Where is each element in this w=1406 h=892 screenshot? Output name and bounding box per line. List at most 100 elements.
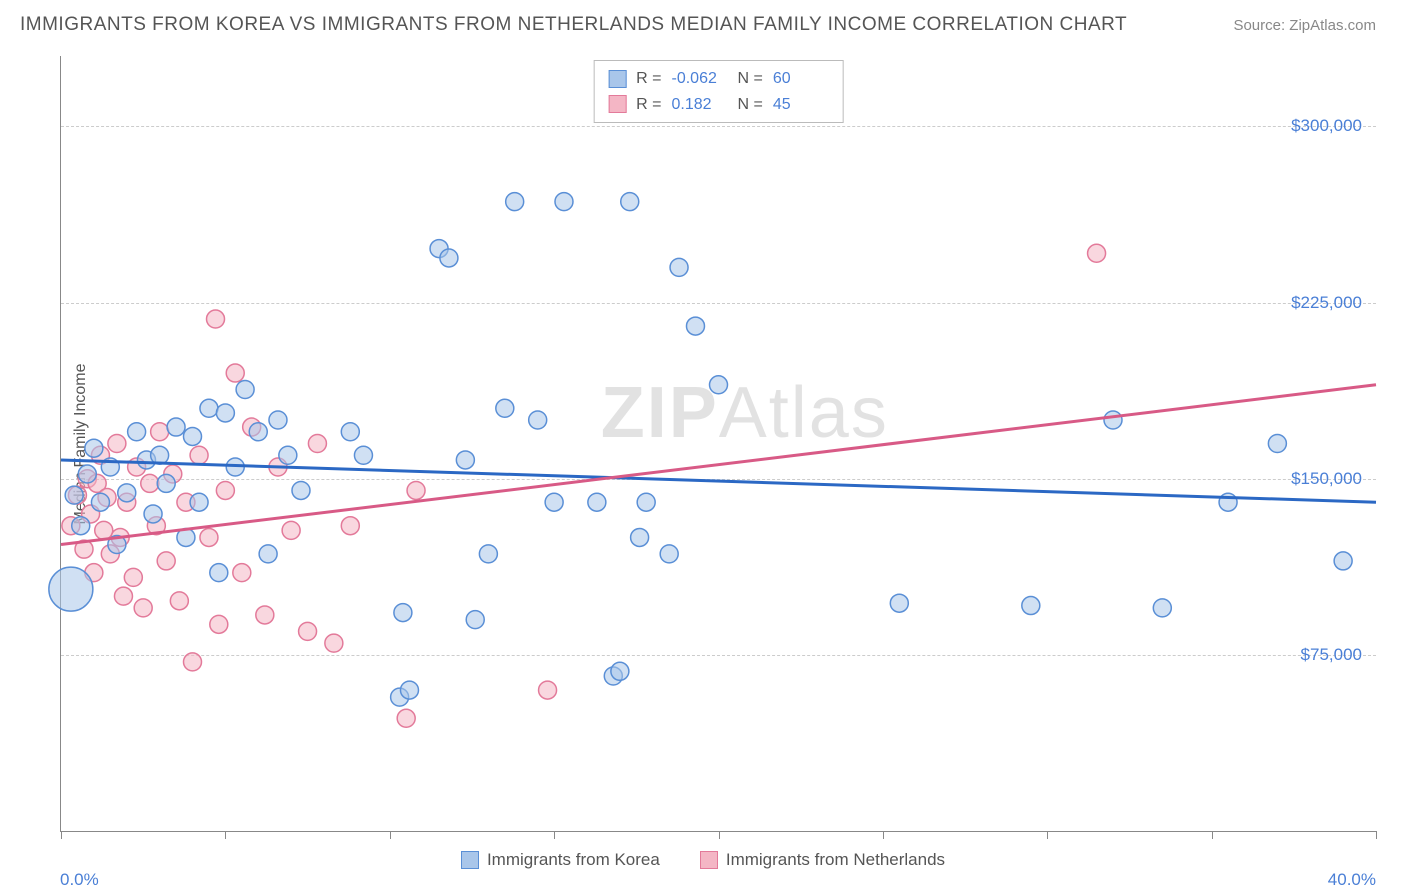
data-point [65, 486, 83, 504]
data-point [210, 564, 228, 582]
data-point [157, 474, 175, 492]
regression-line [61, 385, 1376, 545]
data-point [233, 564, 251, 582]
data-point [637, 493, 655, 511]
data-point [397, 709, 415, 727]
data-point [184, 427, 202, 445]
data-point [85, 439, 103, 457]
legend-item-netherlands: Immigrants from Netherlands [700, 850, 945, 870]
data-point [529, 411, 547, 429]
data-point [144, 505, 162, 523]
data-point [259, 545, 277, 563]
data-point [170, 592, 188, 610]
data-point [151, 423, 169, 441]
data-point [539, 681, 557, 699]
swatch-korea [608, 70, 626, 88]
data-point [1334, 552, 1352, 570]
data-point [1268, 435, 1286, 453]
data-point [91, 493, 109, 511]
data-point [216, 481, 234, 499]
data-point [660, 545, 678, 563]
source-label: Source: ZipAtlas.com [1233, 17, 1376, 34]
x-tick [1376, 831, 1377, 839]
data-point [1088, 244, 1106, 262]
x-tick [719, 831, 720, 839]
data-point [134, 599, 152, 617]
data-point [456, 451, 474, 469]
data-point [670, 258, 688, 276]
x-tick [883, 831, 884, 839]
data-point [394, 604, 412, 622]
chart-area: Median Family Income ZIPAtlas $75,000$15… [60, 56, 1376, 832]
data-point [496, 399, 514, 417]
data-point [279, 446, 297, 464]
data-point [1104, 411, 1122, 429]
data-point [479, 545, 497, 563]
data-point [200, 399, 218, 417]
data-point [157, 552, 175, 570]
x-tick [225, 831, 226, 839]
data-point [141, 474, 159, 492]
data-point [466, 611, 484, 629]
data-point [269, 411, 287, 429]
swatch-korea-bottom [461, 851, 479, 869]
data-point [545, 493, 563, 511]
n-value-korea: 60 [773, 66, 829, 92]
series-legend: Immigrants from Korea Immigrants from Ne… [0, 850, 1406, 870]
x-max-label: 40.0% [1328, 870, 1376, 890]
x-tick [61, 831, 62, 839]
series-name-netherlands: Immigrants from Netherlands [726, 850, 945, 870]
data-point [49, 567, 93, 611]
x-tick [1047, 831, 1048, 839]
data-point [555, 193, 573, 211]
data-point [308, 435, 326, 453]
data-point [890, 594, 908, 612]
chart-title: IMMIGRANTS FROM KOREA VS IMMIGRANTS FROM… [20, 14, 1127, 36]
data-point [256, 606, 274, 624]
data-point [686, 317, 704, 335]
data-point [190, 493, 208, 511]
data-point [325, 634, 343, 652]
data-point [440, 249, 458, 267]
data-point [400, 681, 418, 699]
data-point [95, 521, 113, 539]
data-point [621, 193, 639, 211]
data-point [118, 484, 136, 502]
data-point [167, 418, 185, 436]
x-min-label: 0.0% [60, 870, 99, 890]
legend-item-korea: Immigrants from Korea [461, 850, 660, 870]
data-point [114, 587, 132, 605]
data-point [124, 568, 142, 586]
data-point [631, 528, 649, 546]
data-point [184, 653, 202, 671]
data-point [710, 376, 728, 394]
data-point [128, 423, 146, 441]
regression-line [61, 460, 1376, 502]
data-point [292, 481, 310, 499]
data-point [282, 521, 300, 539]
swatch-netherlands-bottom [700, 851, 718, 869]
data-point [1022, 597, 1040, 615]
data-point [249, 423, 267, 441]
data-point [354, 446, 372, 464]
data-point [611, 662, 629, 680]
swatch-netherlands [608, 95, 626, 113]
scatter-plot [61, 56, 1376, 831]
data-point [216, 404, 234, 422]
data-point [210, 615, 228, 633]
data-point [108, 435, 126, 453]
legend-row-netherlands: R = 0.182 N = 45 [608, 92, 829, 118]
data-point [506, 193, 524, 211]
legend-row-korea: R = -0.062 N = 60 [608, 66, 829, 92]
data-point [78, 465, 96, 483]
series-name-korea: Immigrants from Korea [487, 850, 660, 870]
data-point [72, 517, 90, 535]
r-value-korea: -0.062 [672, 66, 728, 92]
data-point [588, 493, 606, 511]
n-value-netherlands: 45 [773, 92, 829, 118]
data-point [236, 380, 254, 398]
correlation-legend: R = -0.062 N = 60 R = 0.182 N = 45 [593, 60, 844, 123]
data-point [207, 310, 225, 328]
data-point [190, 446, 208, 464]
data-point [226, 364, 244, 382]
